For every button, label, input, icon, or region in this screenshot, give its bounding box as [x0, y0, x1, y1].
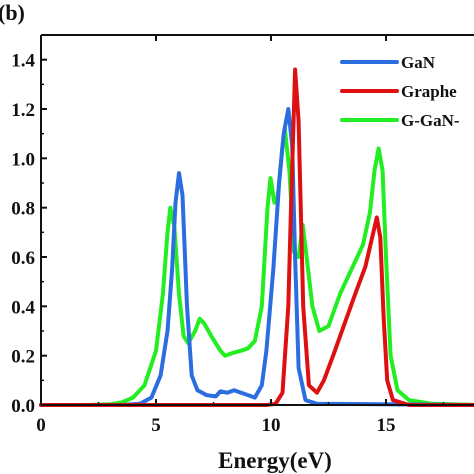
series-line-g-gan [39, 126, 474, 407]
x-tick-label: 5 [151, 415, 161, 436]
y-tick-label: 0.6 [11, 248, 35, 269]
x-tick-label: 15 [377, 415, 396, 436]
legend-label-graphe: Graphe [401, 82, 457, 101]
legend-label-g-gan: G-GaN- [401, 111, 460, 130]
plot-area [39, 67, 474, 407]
y-tick-label: 0.8 [11, 199, 35, 220]
y-tick-label: 0.2 [11, 347, 35, 368]
series-line-graphe [39, 67, 474, 407]
legend-label-gan: GaN [401, 53, 436, 72]
legend: GaN Graphe G-GaN- [340, 53, 460, 130]
y-tick-label: 1.4 [11, 51, 35, 72]
axes [40, 34, 474, 406]
series-line-gan [39, 107, 474, 407]
x-tick-label: 10 [262, 415, 281, 436]
x-axis-label: Energy(eV) [218, 448, 332, 473]
y-tick-label: 0.4 [11, 297, 35, 318]
y-tick-label: 1.2 [11, 100, 35, 121]
y-tick-label: 0.0 [11, 396, 35, 417]
y-tick-label: 1.0 [11, 149, 35, 170]
ticks: 0 5 10 15 0.0 0.2 0.4 0.6 0.8 1.0 1.2 1.4 [11, 34, 445, 436]
panel-label: (b) [0, 0, 25, 25]
x-tick-label: 0 [36, 415, 46, 436]
